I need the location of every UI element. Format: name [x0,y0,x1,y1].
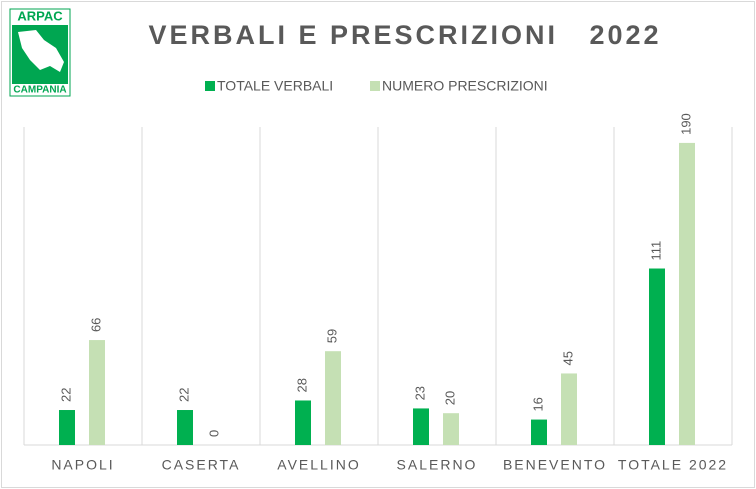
data-label: 16 [530,397,545,411]
bar [443,413,459,445]
data-label: 59 [324,329,339,343]
data-label: 20 [442,391,457,405]
x-tick-label: NAPOLI [51,457,114,473]
x-tick-label: TOTALE 2022 [618,457,728,473]
x-tick-label: BENEVENTO [503,457,607,473]
data-label: 0 [206,430,221,437]
legend-swatch [370,81,380,91]
data-label: 22 [58,388,73,402]
bar [89,340,105,445]
legend-swatch [205,81,215,91]
logo: ARPAC CAMPANIA [9,8,71,97]
x-tick-label: SALERNO [397,457,478,473]
data-label: 22 [176,388,191,402]
data-label: 45 [560,351,575,365]
bar [679,142,695,445]
bar [561,373,577,445]
data-label: 28 [294,378,309,392]
bar [177,410,193,445]
bar [531,419,547,445]
legend-label: TOTALE VERBALI [217,78,333,94]
logo-map [18,30,64,72]
chart-title: VERBALI E PRESCRIZIONI 2022 [148,20,661,50]
logo-top: ARPAC [17,8,63,23]
bar [413,408,429,445]
data-label: 66 [88,318,103,332]
bar [295,400,311,445]
data-label: 23 [412,386,427,400]
logo-bottom: CAMPANIA [13,85,66,96]
legend-label: NUMERO PRESCRIZIONI [382,78,548,94]
bar [325,351,341,445]
x-tick-label: AVELLINO [277,457,360,473]
data-label: 111 [648,241,663,261]
data-label: 190 [678,113,693,135]
bar [59,410,75,445]
x-tick-label: CASERTA [162,457,241,473]
bar [649,268,665,445]
